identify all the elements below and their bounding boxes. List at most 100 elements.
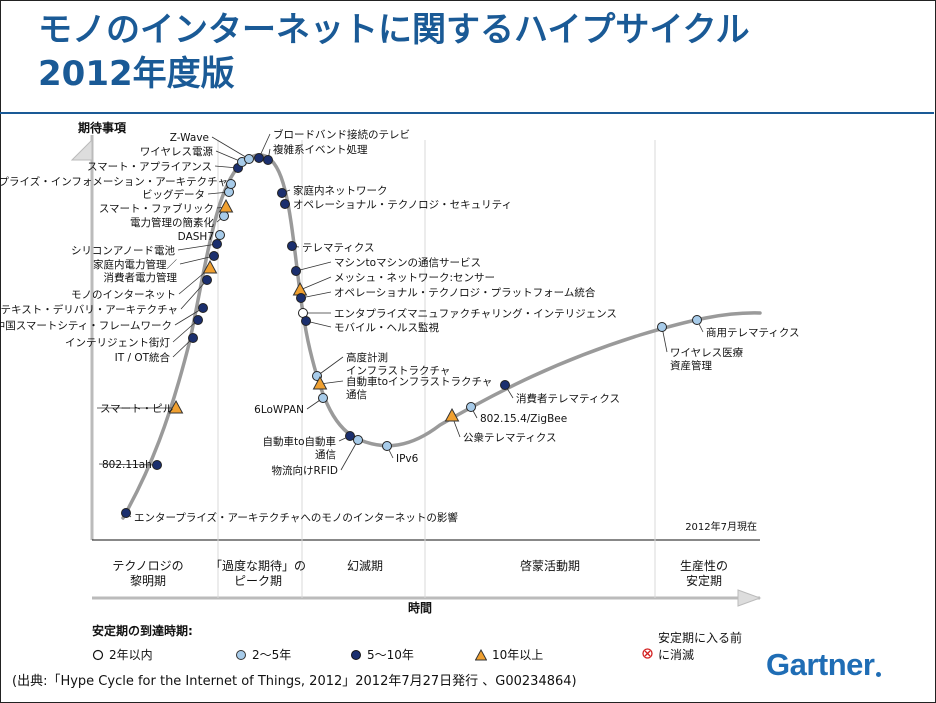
legend-obsolete: 安定期に入る前 に消滅 [642, 630, 742, 664]
tech-marker [244, 154, 254, 164]
tech-label: 高度計測インフラストラクチャ [346, 351, 450, 377]
tech-marker [692, 315, 702, 325]
tech-marker [296, 293, 306, 303]
tech-marker [312, 375, 328, 390]
tech-marker [212, 239, 222, 249]
tech-marker [202, 275, 212, 285]
tech-label: IPv6 [396, 453, 419, 465]
tech-label: テレマティクス [302, 242, 375, 254]
light-circle-icon [236, 649, 246, 660]
legend-item-5to10: 5～10年 [350, 646, 414, 663]
leader-line [211, 136, 250, 160]
tech-marker [301, 316, 311, 326]
phase-label: 生産性の安定期 [680, 558, 728, 588]
tech-label: 家庭内電力管理／消費者電力管理 [93, 258, 177, 284]
tech-label: 消費者テレマティクス [516, 392, 620, 405]
slide-title: モノのインターネットに関するハイプサイクル 2012年度版 [38, 8, 750, 96]
tech-label: エンタープライズ・アーキテクチャへのモノのインターネットの影響 [134, 511, 458, 524]
tech-label: 自動車toインフラストラクチャ通信 [346, 375, 492, 401]
tech-label: 商用テレマティクス [706, 326, 800, 339]
triangle-icon [475, 648, 487, 660]
tech-label: マシンtoマシンの通信サービス [334, 257, 481, 269]
tech-marker [226, 179, 236, 189]
tech-label: DASH7 [178, 231, 214, 243]
leader-line [174, 307, 204, 326]
x-axis-arrow [737, 589, 762, 607]
tech-label: 6LoWPAN [254, 404, 304, 416]
legend-label-lt2: 2年以内 [109, 648, 153, 662]
legend-obsolete-line1: 安定期に入る前 [658, 631, 743, 645]
phase-label: 「過度な期待」のピーク期 [210, 558, 306, 588]
tech-marker [318, 393, 328, 403]
phase-label: 幻滅期 [347, 559, 383, 573]
tech-label: IT / OT統合 [115, 351, 171, 364]
tech-label: シリコンアノード電池 [71, 244, 176, 257]
leader-line [179, 255, 215, 265]
obsolete-icon [642, 648, 653, 659]
tech-marker [657, 322, 667, 332]
y-axis-label: 期待事項 [78, 120, 127, 135]
leader-line [180, 279, 208, 310]
phase-label: テクノロジの黎明期 [112, 559, 183, 588]
tech-label: モノのインターネット [71, 289, 176, 301]
tech-marker [280, 199, 290, 209]
tech-label: オペレーショナル・テクノロジ・プラットフォーム統合 [334, 286, 596, 299]
gartner-logo-dot [876, 672, 881, 677]
tech-marker [168, 399, 184, 414]
hype-curve [121, 153, 762, 520]
tech-label: オペレーショナル・テクノロジ・セキュリティ [293, 199, 512, 211]
tech-marker [353, 435, 363, 445]
legend-item-lt2: 2年以内 [92, 646, 153, 663]
tech-marker [466, 402, 476, 412]
tech-marker [263, 155, 273, 165]
leader-line [177, 243, 218, 251]
tech-label: スマート・ピル [100, 403, 173, 415]
tech-marker [500, 380, 510, 390]
tech-label: 物流向けRFID [271, 464, 338, 477]
tech-marker [218, 198, 234, 213]
tech-label: コンテキスト・デリバリ・アーキテクチャ [0, 303, 178, 316]
y-axis-arrow [70, 138, 93, 161]
tech-label: モバイル・ヘルス監視 [334, 321, 439, 334]
as-of-label: 2012年7月現在 [685, 520, 757, 533]
tech-marker [198, 303, 208, 313]
dark-circle-icon [351, 649, 361, 660]
legend-label-2to5: 2～5年 [252, 648, 292, 662]
tech-label: 802.15.4/ZigBee [480, 413, 567, 425]
title-divider [0, 112, 934, 114]
open-circle-icon [92, 649, 104, 660]
tech-label: 電力管理の簡素化 [130, 216, 214, 229]
legend-item-10plus: 10年以上 [475, 646, 543, 663]
tech-marker [287, 241, 297, 251]
tech-label: エンタプライズマニュファクチャリング・インテリジェンス [334, 307, 617, 320]
tech-marker [277, 188, 287, 198]
tech-marker [188, 333, 198, 343]
x-axis-label: 時間 [408, 600, 432, 615]
tech-marker [254, 153, 264, 163]
legend-obsolete-line2: に消滅 [658, 648, 695, 662]
tech-label: 家庭内ネットワーク [293, 184, 388, 197]
legend-item-2to5: 2～5年 [235, 646, 291, 663]
tech-label: 802.11ah [102, 459, 152, 471]
tech-label: 複雑系イベント処理 [273, 143, 368, 156]
leader-line [172, 319, 199, 343]
legend-label-5to10: 5～10年 [367, 648, 414, 662]
tech-label: エンタプライズ・インフォメーション・アーキテクチャ [0, 175, 228, 188]
title-line-2: 2012年度版 [38, 54, 235, 94]
leader-line [299, 276, 332, 291]
tech-label: ビッグデータ [142, 188, 205, 201]
legend-label-10plus: 10年以上 [492, 648, 544, 662]
legend-title: 安定期の到達時期: [92, 624, 193, 638]
tech-label: Z-Wave [170, 132, 209, 144]
title-line-1: モノのインターネットに関するハイプサイクル [38, 10, 750, 50]
tech-label: ワイヤレス電源 [140, 145, 214, 158]
tech-marker [202, 259, 218, 274]
tech-label: ワイヤレス医療資産管理 [670, 346, 744, 372]
tech-marker [121, 508, 131, 518]
tech-marker [345, 431, 355, 441]
tech-label: 中国スマートシティ・フレームワーク [0, 319, 172, 332]
tech-label: インテリジェント街灯 [65, 336, 170, 349]
tech-label: 自動車to自動車通信 [262, 435, 336, 461]
source-citation: (出典:「Hype Cycle for the Internet of Thin… [12, 674, 577, 689]
